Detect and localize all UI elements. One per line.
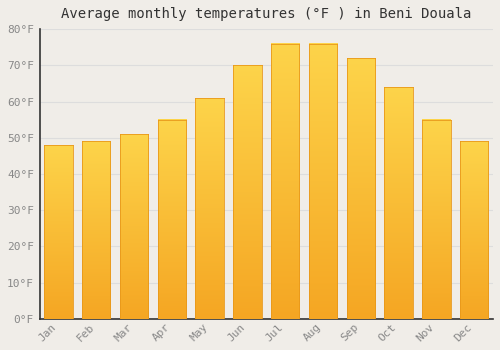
Title: Average monthly temperatures (°F ) in Beni Douala: Average monthly temperatures (°F ) in Be…: [61, 7, 472, 21]
